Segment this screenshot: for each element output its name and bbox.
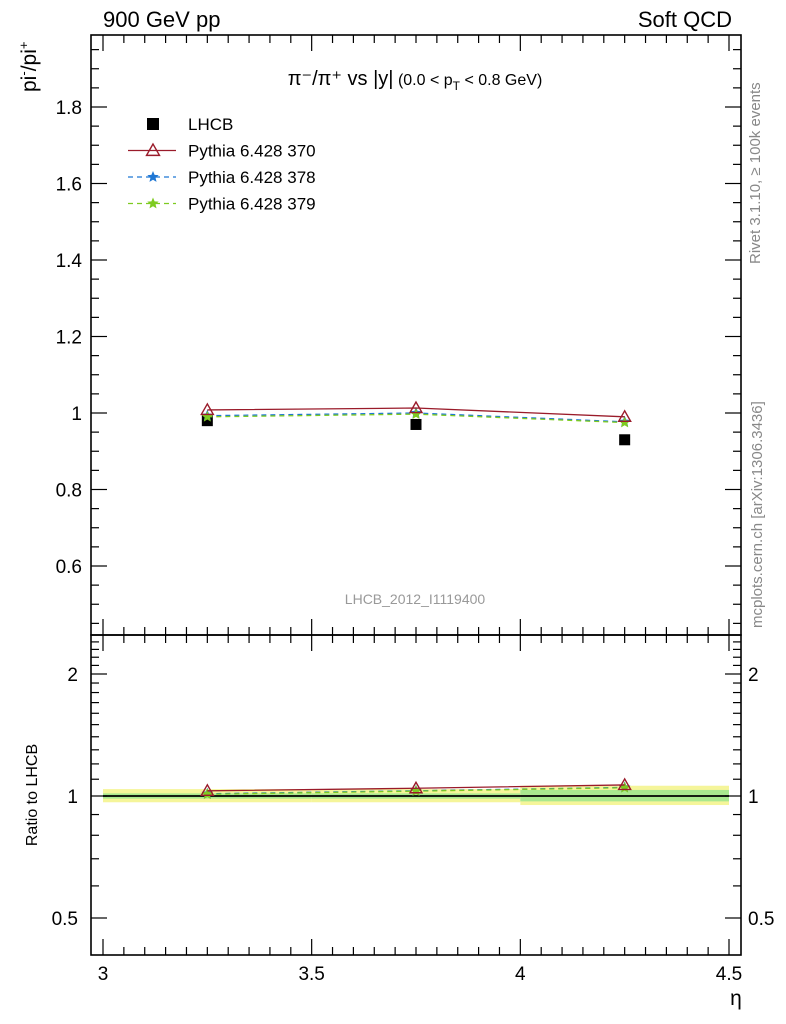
data-series (200, 400, 632, 800)
legend-marker (145, 142, 161, 157)
main-data-point (619, 434, 631, 446)
x-axis-label: η (730, 987, 742, 1010)
rivet-version-text: Rivet 3.1.10, ≥ 100k events (747, 82, 764, 264)
legend-entry: Pythia 6.428 378 (128, 168, 316, 187)
y-tick-label: 0.6 (56, 557, 82, 578)
legend-entry: Pythia 6.428 370 (128, 142, 316, 161)
ratio-y-axis-label: Ratio to LHCB (24, 744, 41, 846)
chart-title-range-sub: T (453, 79, 461, 93)
main-data-point (201, 415, 213, 427)
legend-label: Pythia 6.428 370 (188, 142, 316, 161)
y-tick-label: 1.8 (56, 98, 82, 119)
y-axis-label-sup: - (16, 71, 31, 75)
chart-title-range-end: < 0.8 GeV) (460, 72, 542, 89)
y-tick-label: 1.6 (56, 175, 82, 196)
ratio-p370-marker (200, 783, 215, 796)
legend-entry: LHCB (147, 115, 233, 134)
y-tick-label: 1.4 (56, 251, 83, 272)
x-tick-label: 4 (515, 964, 526, 985)
legend-label: LHCB (188, 115, 233, 134)
main-p379-marker (410, 408, 422, 419)
ratio-y-tick-label-right: 2 (748, 665, 759, 686)
ratio-p370-line (207, 784, 625, 792)
main-p379-marker (201, 410, 214, 422)
analysis-id-label: LHCB_2012_I1119400 (345, 591, 486, 607)
y-tick-label: 1.2 (56, 328, 82, 349)
x-tick-label: 3 (98, 964, 109, 985)
ratio-y-tick-label: 0.5 (52, 909, 78, 930)
legend-marker (147, 197, 159, 209)
y-axis-label-part: /pi (18, 49, 41, 71)
main-p370-line (207, 407, 625, 418)
main-p370-marker (200, 402, 215, 416)
legend-data-marker (147, 118, 159, 130)
y-axis-label: pi-/pi+ (16, 42, 41, 92)
ratio-p370-marker (408, 780, 424, 794)
axes: 0.6 0.8 1 1.2 1.4 1.6 1.8 0.5 0.5 1 1 2 2 3 3.5 4 4.5 (52, 34, 774, 985)
header-category-label: Soft QCD (638, 7, 732, 32)
legend: LHCB Pythia 6.428 370 Pythia 6.428 378 Pyth… (128, 115, 316, 214)
legend-label: Pythia 6.428 379 (188, 195, 316, 214)
ratio-y-tick-label-right: 1 (748, 787, 759, 808)
x-tick-label: 4.5 (716, 964, 742, 985)
ratio-y-tick-label-right: 0.5 (748, 909, 774, 930)
main-p370-marker (408, 400, 424, 414)
y-tick-label: 0.8 (56, 481, 82, 502)
main-p370-marker (617, 409, 632, 423)
legend-marker (147, 171, 159, 182)
chart-title: π⁻/π⁺ vs |y| (0.0 < pT < 0.8 GeV) (288, 68, 543, 93)
ratio-p370-marker (617, 777, 632, 791)
mcplots-reference-text: mcplots.cern.ch [arXiv:1306.3436] (749, 401, 766, 628)
legend-label: Pythia 6.428 378 (188, 168, 316, 187)
legend-entry: Pythia 6.428 379 (128, 195, 316, 214)
chart-title-main: π⁻/π⁺ vs |y| (288, 68, 394, 90)
chart-title-range: (0.0 < p (398, 72, 453, 89)
ratio-y-tick-label: 2 (67, 665, 78, 686)
ratio-p379-marker (201, 788, 214, 800)
x-tick-label: 3.5 (298, 964, 324, 985)
ratio-y-tick-label: 1 (67, 787, 78, 808)
y-axis-label-sup: + (16, 42, 31, 50)
main-data-point (410, 418, 422, 430)
y-tick-label: 1 (71, 404, 82, 425)
y-axis-label-part: pi (18, 76, 41, 92)
header-process-label: 900 GeV pp (103, 7, 220, 32)
